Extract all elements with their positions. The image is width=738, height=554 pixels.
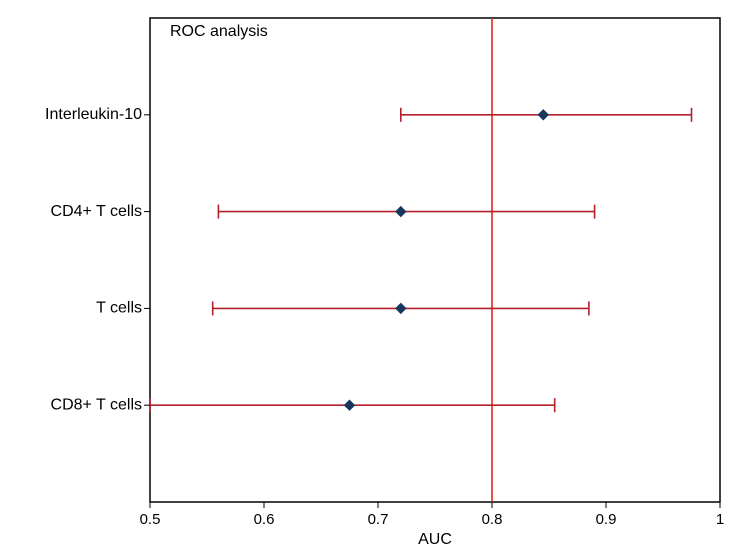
- roc-forest-plot: Interleukin-10 CD4+ T cells T cells CD8+ T …: [0, 0, 738, 554]
- x-axis-label: AUC: [418, 531, 452, 548]
- chart-title: ROC analysis: [170, 23, 268, 40]
- x-tick-label: 0.5: [140, 511, 161, 528]
- x-tick-label: 0.8: [482, 511, 503, 528]
- category-label: CD8+ T cells: [51, 396, 142, 413]
- x-tick-label: 0.7: [368, 511, 389, 528]
- category-label: Interleukin-10: [45, 106, 142, 123]
- x-tick-label: 0.6: [254, 511, 275, 528]
- x-tick-label: 1: [716, 511, 724, 528]
- category-label: CD4+ T cells: [51, 203, 142, 220]
- chart-svg: Interleukin-10 CD4+ T cells T cells CD8+ T …: [0, 0, 738, 554]
- category-label: T cells: [96, 300, 142, 317]
- x-tick-label: 0.9: [596, 511, 617, 528]
- plot-area: [150, 18, 720, 502]
